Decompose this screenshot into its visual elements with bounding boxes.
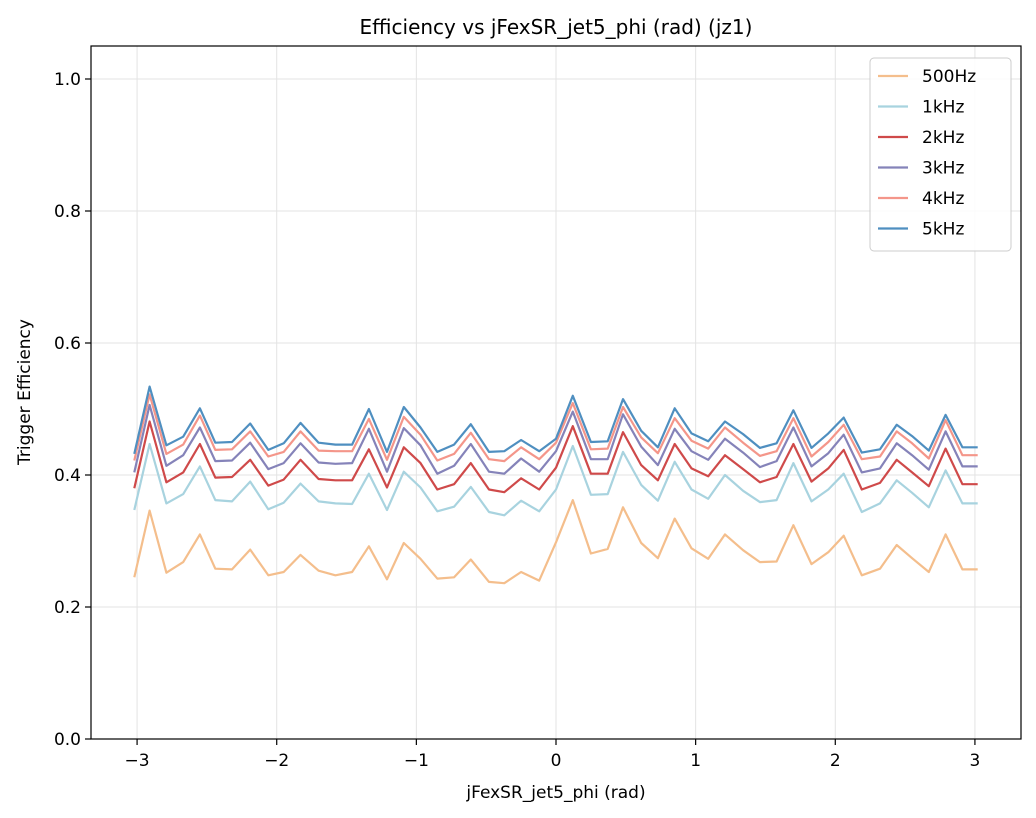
series-line-1khz bbox=[133, 442, 978, 517]
y-tick-label: 0.6 bbox=[54, 334, 81, 354]
chart-title: Efficiency vs jFexSR_jet5_phi (rad) (jz1… bbox=[360, 15, 753, 39]
y-axis-label: Trigger Efficiency bbox=[15, 319, 35, 466]
legend-label-4khz: 4kHz bbox=[922, 189, 964, 209]
legend-label-2khz: 2kHz bbox=[922, 128, 964, 148]
series-line-5khz bbox=[133, 385, 978, 455]
x-tick-label: 2 bbox=[830, 751, 841, 771]
legend-label-3khz: 3kHz bbox=[922, 159, 964, 179]
x-axis-label: jFexSR_jet5_phi (rad) bbox=[465, 783, 645, 803]
x-axis-ticks: −3 −2 −1 0 1 2 3 bbox=[125, 739, 981, 771]
x-tick-label: −1 bbox=[404, 751, 429, 771]
x-tick-label: 1 bbox=[690, 751, 701, 771]
legend-label-500hz: 500Hz bbox=[922, 67, 976, 87]
legend-label-1khz: 1kHz bbox=[922, 98, 964, 118]
x-tick-label: −3 bbox=[125, 751, 150, 771]
series-lines bbox=[133, 385, 978, 585]
x-tick-label: 0 bbox=[551, 751, 562, 771]
y-axis-ticks: 0.0 0.2 0.4 0.6 0.8 1.0 bbox=[54, 70, 91, 750]
legend-label-5khz: 5kHz bbox=[922, 220, 964, 240]
series-line-4khz bbox=[133, 393, 978, 463]
x-tick-label: −2 bbox=[264, 751, 289, 771]
y-tick-label: 0.0 bbox=[54, 730, 81, 750]
series-line-2khz bbox=[133, 420, 978, 494]
y-tick-label: 0.8 bbox=[54, 202, 81, 222]
x-tick-label: 3 bbox=[970, 751, 981, 771]
legend: 500Hz 1kHz 2kHz 3kHz 4kHz 5kHz bbox=[869, 57, 1012, 252]
y-tick-label: 0.2 bbox=[54, 598, 81, 618]
y-tick-label: 0.4 bbox=[54, 466, 81, 486]
y-tick-label: 1.0 bbox=[54, 70, 81, 90]
series-line-500hz bbox=[133, 499, 978, 585]
series-line-3khz bbox=[133, 403, 978, 475]
